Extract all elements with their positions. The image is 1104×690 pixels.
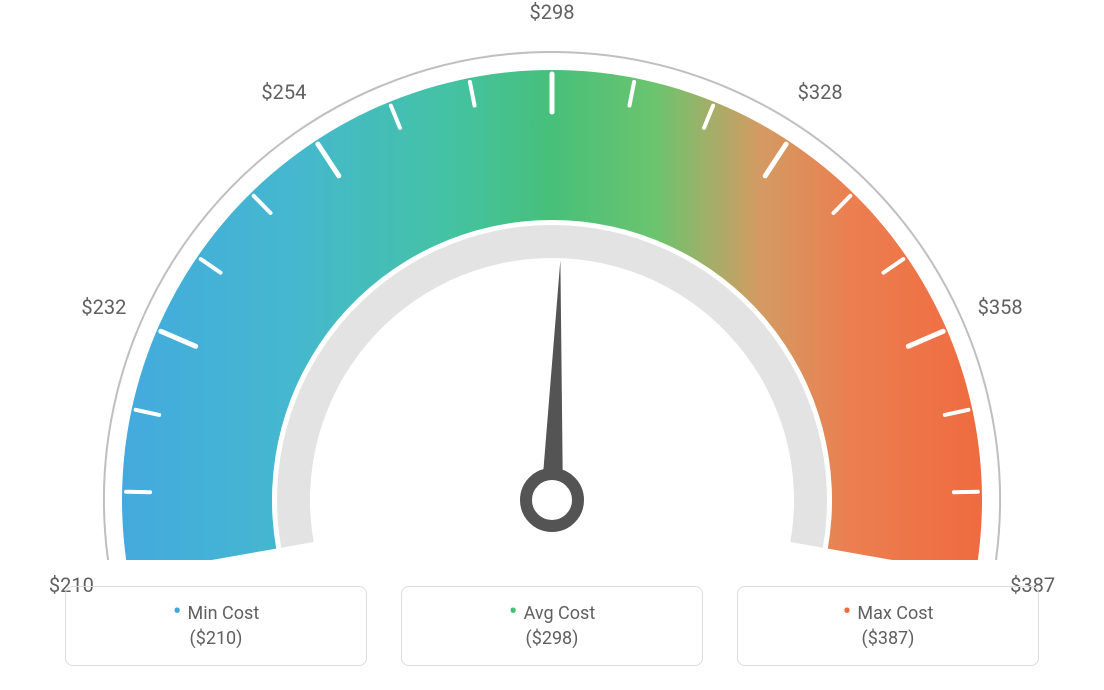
legend-avg-value: ($298) xyxy=(526,628,579,649)
legend-avg-label: Avg Cost xyxy=(524,603,596,624)
legend-min-label: Min Cost xyxy=(188,603,260,624)
cost-gauge-chart: $210$232$254$298$328$358$387 • Min Cost … xyxy=(0,0,1104,690)
legend-max-value: ($387) xyxy=(862,628,915,649)
legend-row: • Min Cost ($210) • Avg Cost ($298) • Ma… xyxy=(0,586,1104,666)
legend-min-cost: • Min Cost ($210) xyxy=(65,586,367,666)
legend-max-title: • Max Cost xyxy=(843,603,934,624)
gauge-area: $210$232$254$298$328$358$387 xyxy=(0,0,1104,560)
dot-icon: • xyxy=(173,607,182,617)
gauge-svg xyxy=(0,0,1104,560)
gauge-tick-label: $328 xyxy=(798,80,843,104)
dot-icon: • xyxy=(509,607,518,617)
gauge-tick-label: $358 xyxy=(978,295,1023,319)
dot-icon: • xyxy=(843,607,852,617)
legend-avg-cost: • Avg Cost ($298) xyxy=(401,586,703,666)
gauge-tick-label: $298 xyxy=(530,0,575,24)
legend-max-cost: • Max Cost ($387) xyxy=(737,586,1039,666)
gauge-tick-label: $232 xyxy=(81,295,126,319)
gauge-tick-label: $254 xyxy=(261,80,306,104)
legend-max-label: Max Cost xyxy=(857,603,933,624)
legend-avg-title: • Avg Cost xyxy=(509,603,595,624)
legend-min-value: ($210) xyxy=(190,628,243,649)
legend-min-title: • Min Cost xyxy=(173,603,259,624)
